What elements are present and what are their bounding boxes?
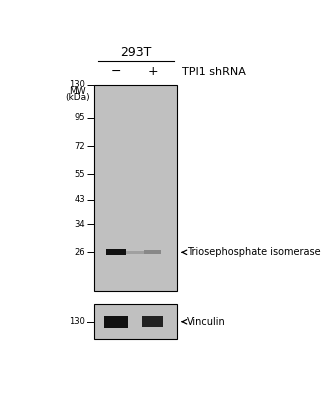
- Text: 130: 130: [69, 80, 85, 90]
- Bar: [126, 251, 144, 254]
- Bar: [95, 304, 177, 339]
- Bar: [106, 249, 126, 255]
- Bar: [144, 250, 161, 254]
- Text: −: −: [111, 65, 121, 78]
- Text: 34: 34: [74, 220, 85, 229]
- Text: 95: 95: [75, 113, 85, 122]
- Text: MW: MW: [69, 86, 86, 96]
- Text: TPI1 shRNA: TPI1 shRNA: [182, 67, 246, 77]
- Bar: [105, 316, 128, 328]
- Text: 43: 43: [74, 196, 85, 204]
- Text: Vinculin: Vinculin: [187, 317, 225, 327]
- Bar: [142, 316, 163, 327]
- Text: +: +: [147, 65, 158, 78]
- Text: 55: 55: [75, 170, 85, 179]
- Text: Triosephosphate isomerase: Triosephosphate isomerase: [187, 247, 320, 257]
- Text: 26: 26: [74, 248, 85, 257]
- Text: 72: 72: [74, 142, 85, 151]
- Text: 130: 130: [69, 317, 85, 326]
- Bar: [95, 85, 177, 290]
- Text: (kDa): (kDa): [65, 93, 90, 102]
- Text: 293T: 293T: [120, 46, 152, 59]
